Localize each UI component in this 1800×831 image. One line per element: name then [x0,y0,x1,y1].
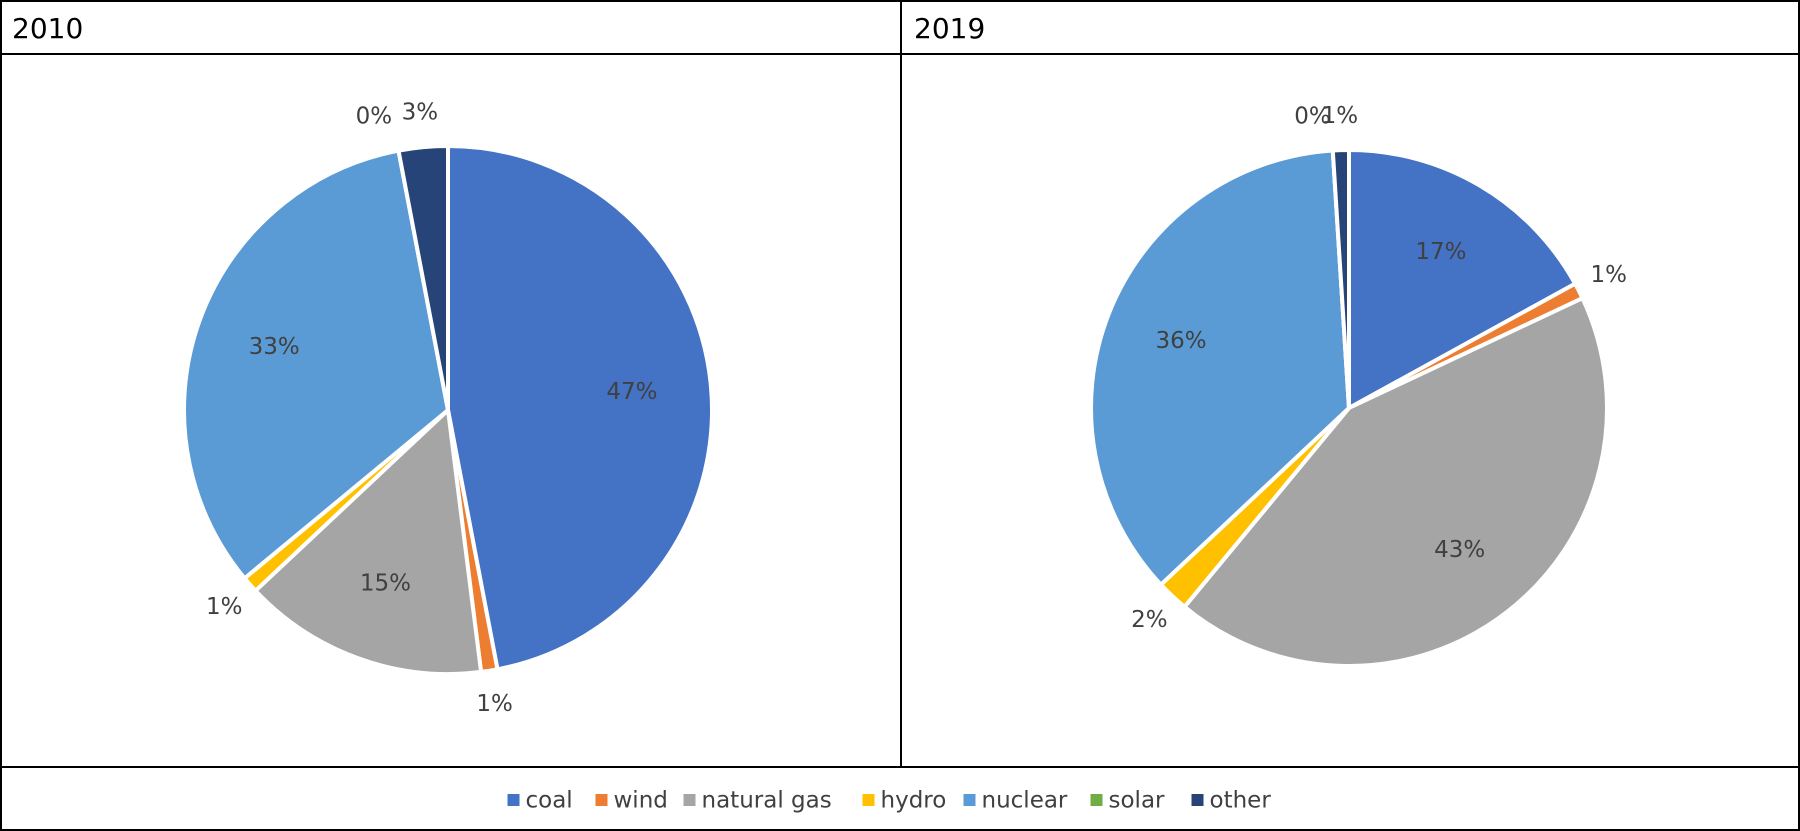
legend-swatch [1191,794,1204,806]
pie-slice [182,148,451,582]
data-label: 33% [249,334,300,360]
data-label: 1% [1591,262,1628,288]
legend-swatch [963,794,976,806]
pie-slice [1330,147,1351,409]
legend-label: nuclear [982,788,1068,814]
chart-title: 2019 [914,12,985,45]
legend-swatch [595,794,608,806]
pie-slice [396,143,450,411]
legend-label: hydro [881,788,947,814]
data-label: 1% [476,691,513,717]
data-label: 15% [360,570,411,596]
legend-label: other [1210,788,1272,814]
data-label: 43% [1434,537,1485,563]
legend-swatch [1090,794,1103,806]
data-label: 3% [402,100,439,126]
legend-swatch [683,794,696,806]
data-label: 0% [1294,104,1331,130]
data-label: 0% [356,103,393,129]
chart-title: 2010 [12,12,83,45]
legend-label: coal [526,788,573,814]
data-label: 2% [1131,607,1168,633]
pie-slice [1089,148,1352,588]
legend-label: solar [1109,788,1166,814]
legend-swatch [507,794,520,806]
pie-slice [252,405,484,676]
pie-slice [446,143,714,672]
pie-slice [1347,147,1578,412]
legend-swatch [862,794,875,806]
legend-label: wind [614,788,668,814]
data-label: 17% [1415,239,1466,265]
pie-slice [1181,295,1609,668]
data-label: 1% [206,594,243,620]
legend-label: natural gas [702,788,832,814]
data-label: 1% [1322,103,1359,129]
data-label: 36% [1156,328,1207,354]
data-label: 47% [606,379,657,405]
